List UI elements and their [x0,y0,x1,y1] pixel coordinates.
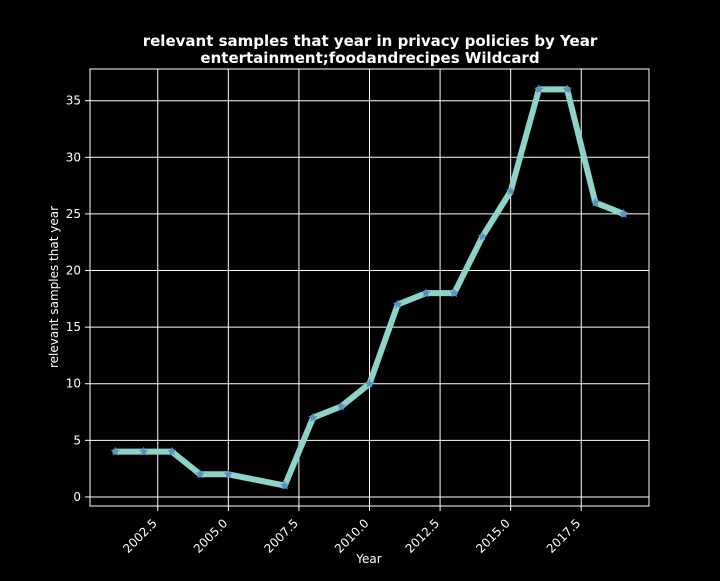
data-point-marker [195,469,206,479]
y-tick-label: 30 [66,150,81,164]
data-point-marker [618,208,629,219]
data-point-marker [449,287,460,298]
data-point-marker [166,446,177,456]
data-point-marker [336,401,347,411]
y-tick-label: 10 [66,377,81,391]
x-axis-label: Year [355,552,381,566]
y-tick-label: 5 [73,433,81,447]
grid-lines [90,69,649,506]
y-tick-label: 25 [66,207,81,221]
data-point-marker [477,231,488,241]
data-point-marker [590,197,601,207]
chart-title: relevant samples that year in privacy po… [143,32,598,50]
data-point-marker [392,299,403,309]
data-point-marker [505,186,516,196]
data-point-marker [138,446,149,456]
data-point-marker [308,412,318,422]
data-point-marker [562,84,573,94]
y-axis-ticks: 0 5 10 15 20 25 30 35 [66,94,90,504]
series-line [112,86,627,489]
data-point-marker [364,378,375,388]
y-tick-label: 15 [66,320,81,334]
y-axis-label: relevant samples that year [47,206,61,368]
data-point-marker [110,446,121,456]
y-tick-label: 0 [73,490,81,504]
data-point-marker [279,480,290,490]
data-point-marker [421,287,431,298]
series-layer [110,84,629,490]
data-point-marker [223,469,234,479]
y-tick-label: 20 [66,264,81,278]
chart-subtitle: entertainment;foodandrecipes Wildcard [200,49,539,67]
data-point-marker [533,84,544,94]
y-tick-label: 35 [66,94,81,108]
